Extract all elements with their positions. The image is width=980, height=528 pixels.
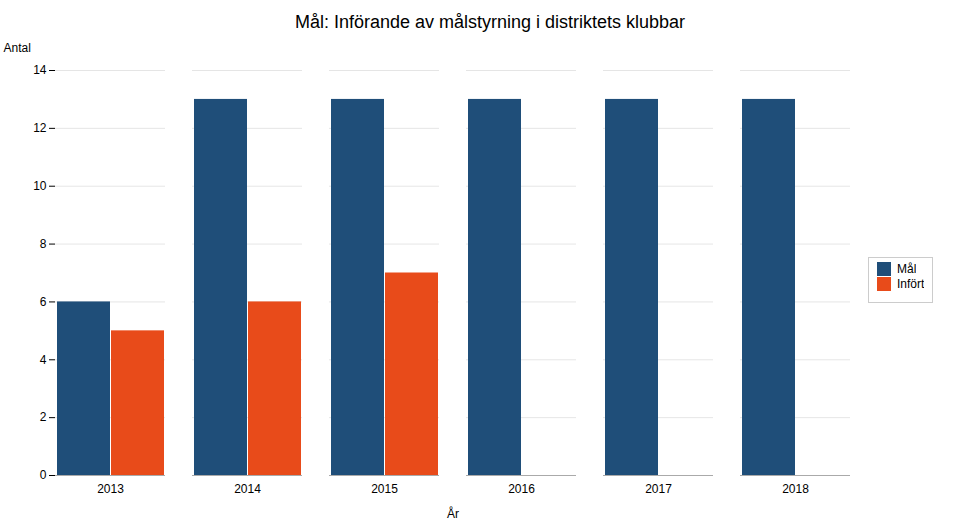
svg-text:Antal: Antal <box>4 41 31 55</box>
svg-text:0: 0 <box>40 468 47 482</box>
svg-text:6: 6 <box>40 295 47 309</box>
svg-text:10: 10 <box>33 179 47 193</box>
svg-text:År: År <box>447 506 459 521</box>
html-text:Mål: Införande av målstyrning: Mål: Införande av målstyrning i distrikt… <box>294 12 686 32</box>
svg-text:12: 12 <box>33 121 47 135</box>
svg-text:8: 8 <box>40 237 47 251</box>
svg-text:2017: 2017 <box>645 482 672 496</box>
svg-text:2018: 2018 <box>782 482 809 496</box>
svg-text:2013: 2013 <box>97 482 124 496</box>
svg-text:2016: 2016 <box>508 482 535 496</box>
svg-text:4: 4 <box>40 353 47 367</box>
html-text:Mål: Mål <box>897 262 917 276</box>
html-text:Infört: Infört <box>897 277 925 291</box>
svg-text:2015: 2015 <box>371 482 398 496</box>
svg-text:2014: 2014 <box>234 482 261 496</box>
svg-text:14: 14 <box>33 63 47 77</box>
svg-text:2: 2 <box>40 410 47 424</box>
